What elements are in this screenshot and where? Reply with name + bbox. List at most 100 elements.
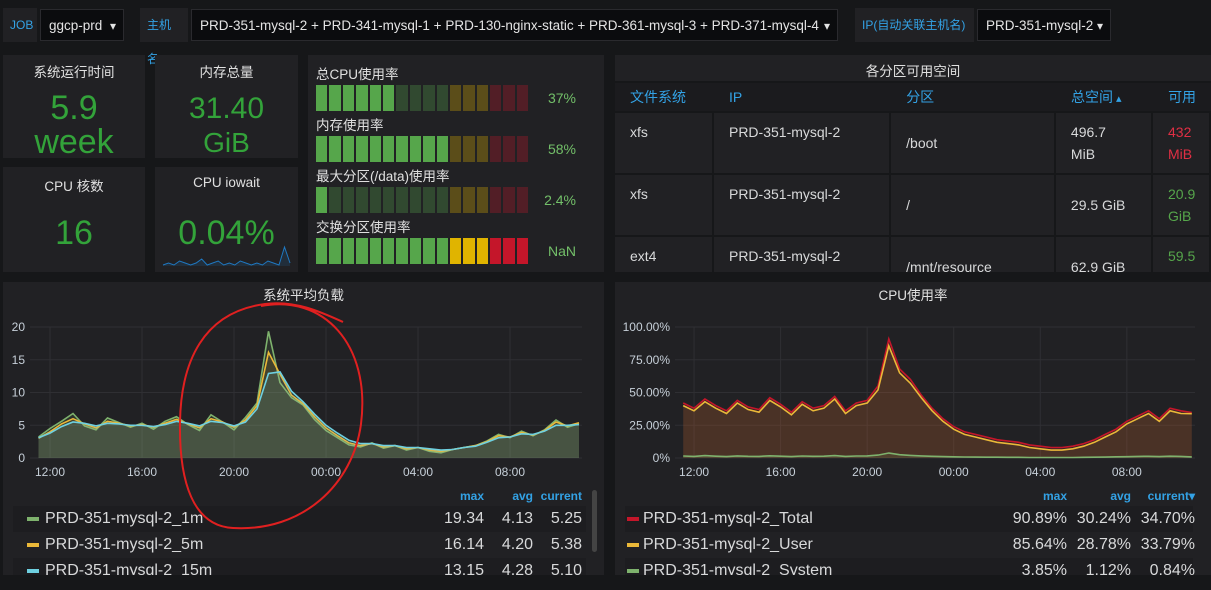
column-header[interactable]: IP: [728, 89, 743, 105]
stat-value: 31.40: [188, 92, 265, 125]
legend-header[interactable]: max: [1042, 489, 1067, 503]
gauge-cell: [382, 85, 395, 111]
host-label: 主机名: [140, 8, 188, 66]
legend-swatch: [27, 543, 39, 547]
panel-title: 内存总量: [199, 65, 254, 80]
gauge-cell: [490, 85, 502, 111]
table-cell: PRD-351-mysql-2: [713, 237, 892, 272]
gauge-cell: [503, 238, 515, 264]
cell-text: 20.9 GiB: [1168, 186, 1196, 224]
cell-text: 496.7 MiB: [1070, 124, 1106, 162]
legend-header[interactable]: avg: [512, 489, 533, 503]
x-tick-label: 04:00: [403, 465, 433, 479]
legend-name[interactable]: PRD-351-mysql-2_User: [643, 536, 813, 553]
stat-panel: 内存总量 31.40 GiB: [155, 55, 298, 158]
legend-value: 85.64%: [1012, 536, 1067, 553]
gauge-cell: [503, 187, 515, 213]
gauge-bar: [316, 136, 529, 162]
y-tick-label: 10: [12, 386, 26, 400]
chart-panel: CPU使用率 0% 25.00% 50.00% 75.00% 100.00% 12:00 16…: [615, 282, 1211, 575]
gauge-cell: [423, 85, 435, 111]
gauge-cell: [356, 238, 368, 264]
stat-value: 16: [55, 214, 93, 252]
legend-swatch: [27, 517, 39, 521]
table-cell: 59.5 GiB: [1153, 237, 1211, 272]
x-tick-label: 08:00: [495, 465, 525, 479]
table-cell: /: [891, 175, 1056, 235]
x-tick-label: 16:00: [127, 465, 157, 479]
legend-row: PRD-351-mysql-2_Total 90.89% 30.24% 34.70%: [625, 506, 1195, 532]
y-tick-label: 100.00%: [623, 320, 671, 334]
gauge-cell: [490, 187, 502, 213]
legend-header[interactable]: current: [1125, 489, 1195, 503]
table-cell: 29.5 GiB: [1055, 175, 1153, 235]
table-cell: 432 MiB: [1153, 113, 1211, 173]
job-dropdown[interactable]: ggcp-prd: [40, 9, 124, 41]
table-cell: 496.7 MiB: [1055, 113, 1153, 173]
gauge-cell: [409, 85, 422, 111]
column-header[interactable]: 可用: [1168, 89, 1197, 105]
legend-name[interactable]: PRD-351-mysql-2_5m: [45, 536, 204, 553]
column-header[interactable]: 文件系统: [630, 89, 686, 105]
gauge-cell: [342, 187, 355, 213]
gauge-bar: [316, 238, 529, 264]
series-line: [682, 336, 1192, 449]
y-tick-label: 25.00%: [629, 418, 670, 432]
x-tick-label: 16:00: [766, 465, 796, 479]
stat-panel: 系统运行时间 5.9 week: [3, 55, 145, 158]
gauge-cell: [516, 136, 529, 162]
y-tick-label: 0: [18, 451, 25, 465]
legend-value: 3.85%: [1021, 562, 1067, 575]
gauge-bar: [316, 85, 529, 111]
cell-text: xfs: [630, 124, 648, 140]
legend-row: PRD-351-mysql-2_System 3.85% 1.12% 0.84%: [625, 558, 1195, 575]
gauge-cell: [463, 136, 475, 162]
legend-header[interactable]: avg: [1110, 489, 1131, 503]
cell-text: xfs: [630, 186, 648, 202]
stat-panel: CPU iowait 0.04%: [155, 167, 298, 272]
legend-name[interactable]: PRD-351-mysql-2_15m: [45, 562, 213, 575]
legend-name[interactable]: PRD-351-mysql-2_Total: [643, 510, 813, 527]
gauge-cell: [329, 85, 341, 111]
gauge-cell: [436, 187, 448, 213]
legend-name[interactable]: PRD-351-mysql-2_System: [643, 562, 833, 575]
gauge-label: 最大分区(/data)使用率: [316, 169, 450, 184]
legend-name[interactable]: PRD-351-mysql-2_1m: [45, 510, 204, 527]
series-area: [38, 352, 579, 458]
scrollbar[interactable]: [592, 490, 597, 552]
gauge-value: NaN: [547, 243, 576, 259]
legend-value: 4.20: [501, 536, 533, 553]
gauge-cell: [356, 85, 368, 111]
cell-text: /mnt/resource: [906, 259, 992, 272]
table-row: ext4 PRD-351-mysql-2/mnt/resource 62.9 GiB…: [615, 237, 1211, 272]
table-cell: 20.9 GiB: [1153, 175, 1211, 235]
cell-text: PRD-351-mysql-2: [728, 124, 841, 140]
table-cell: xfs: [615, 113, 714, 173]
gauge-cell: [396, 238, 408, 264]
x-tick-label: 04:00: [1025, 465, 1055, 479]
host-dropdown[interactable]: PRD-351-mysql-2 + PRD-341-mysql-1 + PRD-…: [191, 9, 838, 41]
x-tick-label: 00:00: [311, 465, 341, 479]
legend-header[interactable]: current: [540, 489, 582, 503]
sparkline: [162, 245, 291, 266]
x-tick-label: 00:00: [939, 465, 969, 479]
gauge-cell: [382, 238, 395, 264]
legend-header[interactable]: max: [459, 489, 484, 503]
chart-title: CPU使用率: [878, 287, 947, 303]
column-header[interactable]: 总空间: [1056, 87, 1153, 107]
table-cell: PRD-351-mysql-2: [713, 175, 892, 235]
gauge-cell: [503, 85, 515, 111]
gauge-cell: [463, 238, 475, 264]
legend-value: 28.78%: [1076, 536, 1131, 553]
gauge-cell: [463, 85, 475, 111]
legend-value: 5.38: [550, 536, 582, 553]
chart: CPU使用率 0% 25.00% 50.00% 75.00% 100.00% 12:00 16…: [623, 287, 1195, 479]
table-cell: /boot: [891, 113, 1056, 173]
gauge-cell: [316, 85, 328, 111]
legend-row: PRD-351-mysql-2_5m 16.14 4.20 5.38: [13, 532, 586, 558]
column-header[interactable]: 分区: [906, 89, 935, 105]
ip-dropdown[interactable]: PRD-351-mysql-2: [977, 9, 1111, 41]
stat-panel: CPU 核数 16: [3, 167, 145, 272]
legend-swatch: [627, 517, 639, 521]
